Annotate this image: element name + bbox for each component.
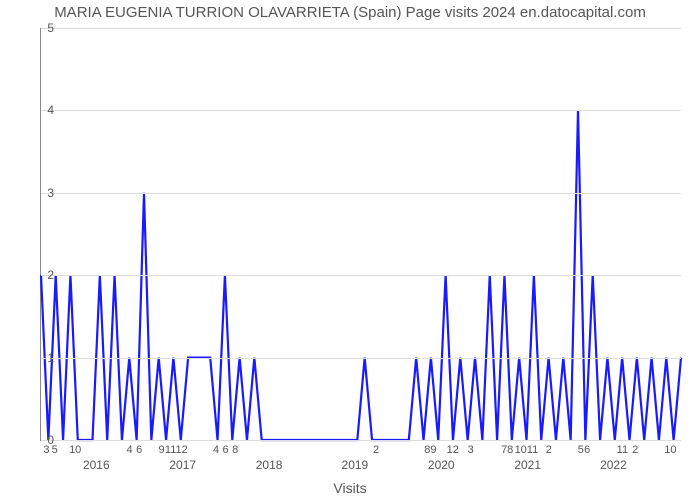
x-year-label: 2017 <box>169 458 196 472</box>
x-minor-label: 6 <box>223 444 229 456</box>
y-tick-label: 0 <box>24 433 54 447</box>
x-year-label: 2020 <box>428 458 455 472</box>
x-axis-title: Visits <box>0 480 700 496</box>
x-minor-label: 5 <box>578 444 584 456</box>
x-minor-label: 11 <box>617 444 628 456</box>
grid-line <box>41 358 681 359</box>
x-minor-label: 2 <box>373 444 379 456</box>
x-minor-label: 5 <box>52 444 58 456</box>
x-year-label: 2018 <box>256 458 283 472</box>
x-year-label: 2016 <box>83 458 110 472</box>
x-minor-label: 4 <box>127 444 133 456</box>
x-minor-label: 6 <box>584 444 590 456</box>
x-minor-label: 8 <box>232 444 238 456</box>
x-year-label: 2019 <box>342 458 369 472</box>
grid-line <box>41 193 681 194</box>
x-minor-label: 2 <box>632 444 638 456</box>
chart-container: MARIA EUGENIA TURRION OLAVARRIETA (Spain… <box>0 0 700 500</box>
x-year-label: 2021 <box>514 458 541 472</box>
x-minor-label: 9 <box>159 444 165 456</box>
x-minor-label: 4 <box>213 444 219 456</box>
y-tick-label: 3 <box>24 186 54 200</box>
x-year-label: 2022 <box>600 458 627 472</box>
y-tick-label: 5 <box>24 21 54 35</box>
chart-title: MARIA EUGENIA TURRION OLAVARRIETA (Spain… <box>0 4 700 21</box>
grid-line <box>41 110 681 111</box>
grid-line <box>41 275 681 276</box>
grid-line <box>41 440 681 441</box>
x-minor-label: 1112 <box>165 444 188 456</box>
x-minor-label: 10 <box>69 444 81 456</box>
x-minor-label: 3 <box>43 444 49 456</box>
line-series <box>41 28 681 440</box>
x-minor-label: 1011 <box>515 444 539 456</box>
x-minor-label: 10 <box>664 444 676 456</box>
x-minor-label: 2 <box>546 444 552 456</box>
x-minor-label: 12 <box>447 444 459 456</box>
y-tick-label: 2 <box>24 268 54 282</box>
x-minor-label: 78 <box>501 444 513 456</box>
plot-area <box>40 28 681 441</box>
x-minor-label: 6 <box>136 444 142 456</box>
y-tick-label: 1 <box>24 351 54 365</box>
x-minor-label: 3 <box>468 444 474 456</box>
x-minor-label: 89 <box>424 444 436 456</box>
y-tick-label: 4 <box>24 103 54 117</box>
grid-line <box>41 28 681 29</box>
